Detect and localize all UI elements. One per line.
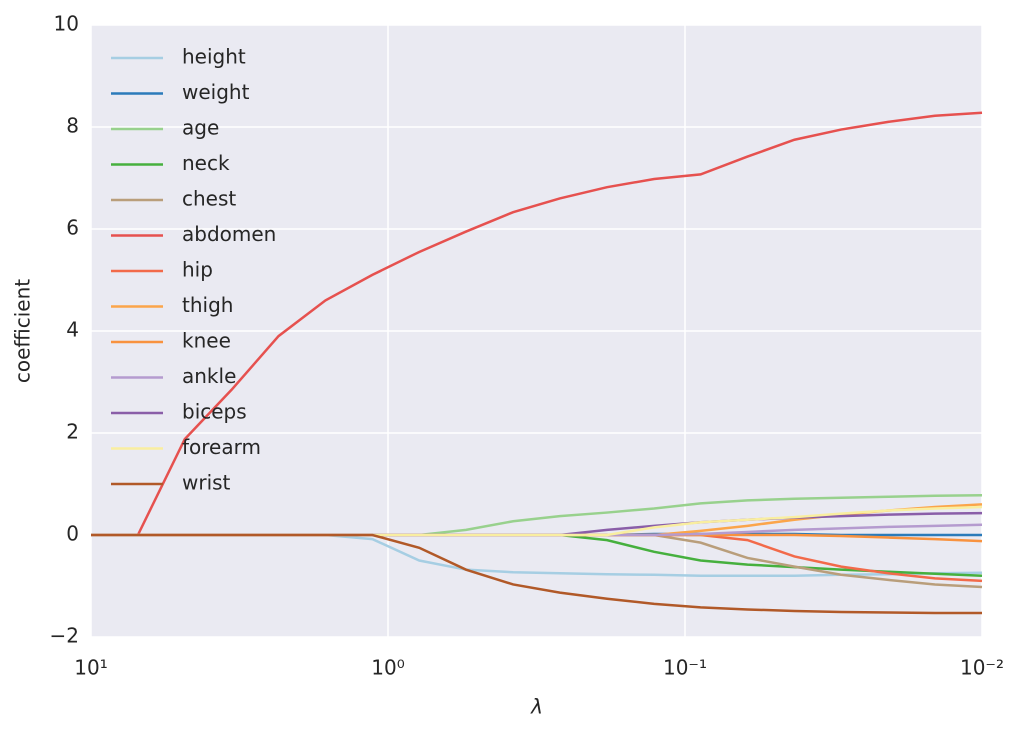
x-tick-label: 10⁻² <box>960 656 1004 680</box>
legend-label: thigh <box>182 293 233 317</box>
legend-label: wrist <box>182 471 231 495</box>
y-tick-label: 8 <box>66 114 79 138</box>
y-tick-label: 6 <box>66 216 79 240</box>
legend-label: ankle <box>182 364 236 388</box>
y-tick-label: −2 <box>50 624 79 648</box>
x-axis-label: λ <box>530 695 543 719</box>
legend-label: age <box>182 116 219 140</box>
series-line <box>91 111 983 537</box>
legend-label: abdomen <box>182 222 276 246</box>
x-tick-label: 10⁰ <box>371 656 404 680</box>
y-tick-label: 0 <box>66 522 79 546</box>
legend-label: chest <box>182 187 236 211</box>
y-axis-label: coefficient <box>11 279 35 383</box>
legend-label: forearm <box>182 435 261 459</box>
legend-label: hip <box>182 258 213 282</box>
x-tick-label: 10¹ <box>74 656 107 680</box>
legend-label: weight <box>182 80 250 104</box>
x-tick-label: 10⁻¹ <box>663 656 707 680</box>
legend-label: height <box>182 45 246 69</box>
series-line <box>91 533 982 615</box>
y-tick-label: 4 <box>66 318 79 342</box>
y-tick-label: 10 <box>54 12 79 36</box>
legend-label: neck <box>182 151 230 175</box>
legend-label: knee <box>182 329 231 353</box>
legend-label: biceps <box>182 400 247 424</box>
y-tick-label: 2 <box>66 420 79 444</box>
